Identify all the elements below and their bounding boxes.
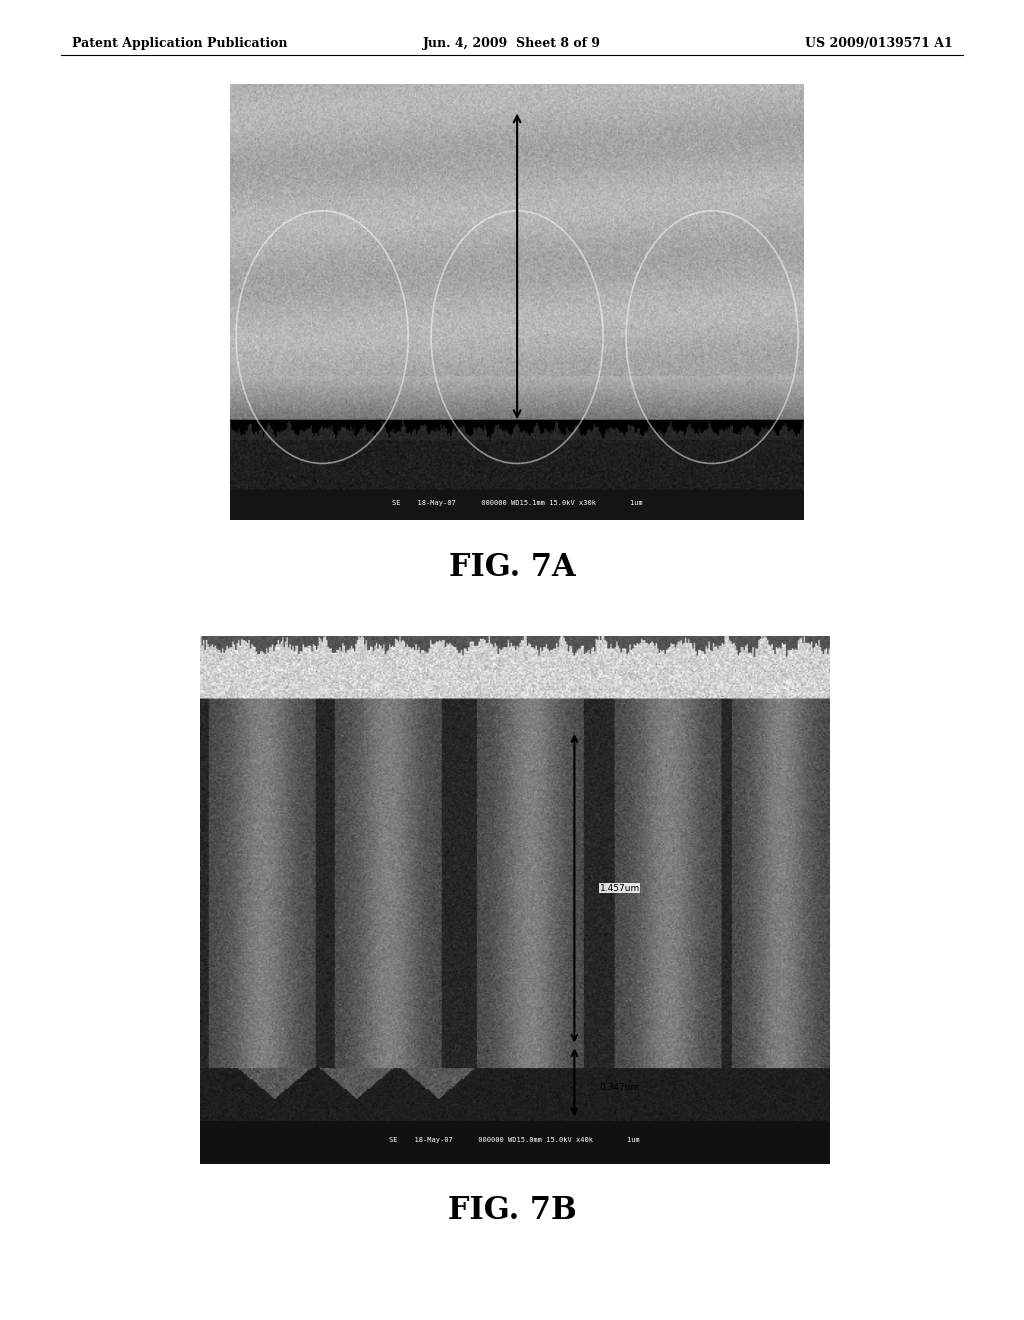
Text: 0.347um: 0.347um (600, 1084, 640, 1092)
Text: SE    18-May-07      000000 WD15.1mm 15.0kV x30k        1um: SE 18-May-07 000000 WD15.1mm 15.0kV x30k… (392, 500, 642, 506)
Text: 1.457um: 1.457um (600, 884, 640, 892)
Text: Jun. 4, 2009  Sheet 8 of 9: Jun. 4, 2009 Sheet 8 of 9 (423, 37, 601, 50)
Text: Patent Application Publication: Patent Application Publication (72, 37, 287, 50)
Text: FIG. 7B: FIG. 7B (447, 1195, 577, 1226)
Text: FIG. 7A: FIG. 7A (449, 552, 575, 583)
Text: SE    18-May-07      000000 WD15.0mm 15.0kV x40k        1um: SE 18-May-07 000000 WD15.0mm 15.0kV x40k… (389, 1138, 640, 1143)
Text: US 2009/0139571 A1: US 2009/0139571 A1 (805, 37, 952, 50)
